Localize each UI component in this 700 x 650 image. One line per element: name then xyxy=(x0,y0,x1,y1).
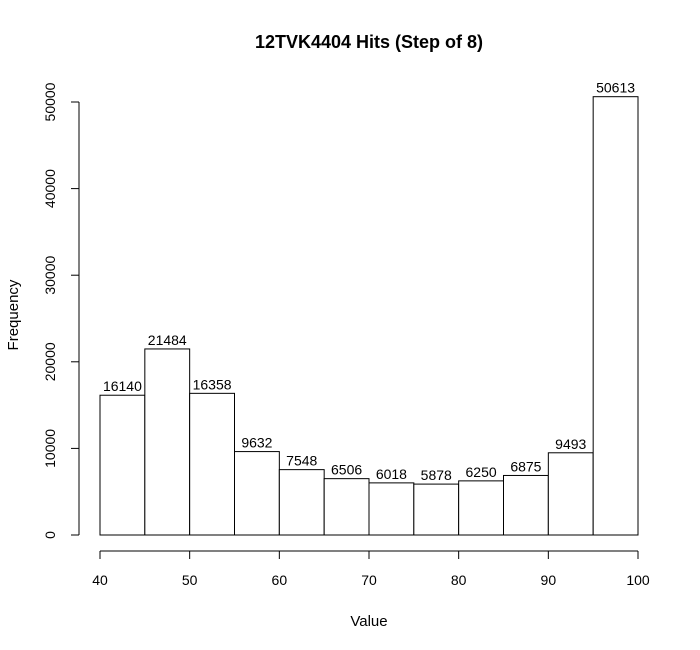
histogram-bar xyxy=(278,469,325,536)
bar-value-label: 16140 xyxy=(103,378,142,394)
histogram-bar xyxy=(547,452,594,536)
bar-value-label: 16358 xyxy=(193,376,232,392)
histogram-bar xyxy=(413,483,460,536)
y-tick-label: 40000 xyxy=(42,169,58,208)
x-tick-label: 40 xyxy=(92,572,108,588)
histogram-bar xyxy=(503,474,549,536)
y-tick-label: 50000 xyxy=(42,82,58,121)
x-tick-label: 70 xyxy=(361,572,377,588)
histogram-bar xyxy=(323,478,370,536)
bar-value-label: 9632 xyxy=(241,435,272,451)
bar-labels: 16140 21484 16358 9632 7548 6506 6018 5878 6250 6… xyxy=(103,80,635,483)
x-tick-label: 100 xyxy=(626,572,650,588)
histogram-bar xyxy=(458,480,504,536)
histogram-bar xyxy=(592,96,639,536)
histogram-bar xyxy=(144,348,191,536)
bar-value-label: 50613 xyxy=(596,80,635,96)
histogram-bar xyxy=(368,482,415,536)
y-tick-label: 30000 xyxy=(42,256,58,295)
bar-value-label: 6506 xyxy=(331,462,362,478)
y-tick-label: 0 xyxy=(42,531,58,539)
bar-value-label: 6250 xyxy=(466,464,497,480)
bar-value-label: 5878 xyxy=(421,467,452,483)
x-tick-label: 80 xyxy=(451,572,467,588)
histogram-bar xyxy=(234,451,280,536)
x-tick-label: 90 xyxy=(541,572,557,588)
y-tick-label: 10000 xyxy=(42,429,58,468)
histogram-bar xyxy=(99,394,146,536)
x-tick-label: 50 xyxy=(182,572,198,588)
bar-value-label: 9493 xyxy=(555,436,586,452)
x-tick-label: 60 xyxy=(272,572,288,588)
x-axis: 40 50 60 70 80 90 100 xyxy=(92,550,650,588)
x-axis-title: Value xyxy=(350,613,387,630)
bar-value-label: 6018 xyxy=(376,466,407,482)
bar-value-label: 6875 xyxy=(510,458,541,474)
y-axis: 0 10000 20000 30000 40000 50000 xyxy=(42,82,80,539)
bars xyxy=(99,96,639,536)
y-axis-title: Frequency xyxy=(5,279,22,350)
chart-title: 12TVK4404 Hits (Step of 8) xyxy=(255,32,483,52)
bar-value-label: 7548 xyxy=(286,453,317,469)
bar-value-label: 21484 xyxy=(148,332,187,348)
histogram-bar xyxy=(189,392,236,536)
y-tick-label: 20000 xyxy=(42,342,58,381)
